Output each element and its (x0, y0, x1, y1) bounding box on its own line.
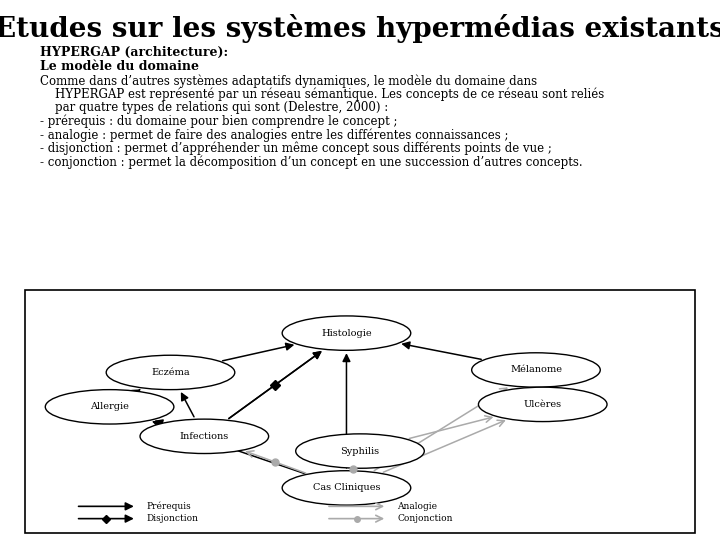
Text: Analogie: Analogie (397, 502, 437, 511)
Ellipse shape (107, 355, 235, 390)
Text: Prérequis: Prérequis (147, 502, 192, 511)
Ellipse shape (282, 316, 410, 350)
Text: Disjonction: Disjonction (147, 514, 199, 523)
Ellipse shape (472, 353, 600, 387)
Ellipse shape (296, 434, 424, 468)
Text: - analogie : permet de faire des analogies entre les différentes connaissances ;: - analogie : permet de faire des analogi… (40, 128, 508, 141)
Text: Etudes sur les systèmes hypermédias existants: Etudes sur les systèmes hypermédias exis… (0, 14, 720, 43)
Ellipse shape (282, 471, 410, 505)
Ellipse shape (478, 387, 607, 422)
Text: Mélanome: Mélanome (510, 366, 562, 374)
Text: Syphilis: Syphilis (341, 447, 379, 456)
Text: HYPERGAP est représenté par un réseau sémantique. Les concepts de ce réseau sont: HYPERGAP est représenté par un réseau sé… (40, 87, 604, 101)
Text: par quatre types de relations qui sont (Delestre, 2000) :: par quatre types de relations qui sont (… (40, 101, 388, 114)
Text: HYPERGAP (architecture):: HYPERGAP (architecture): (40, 46, 228, 59)
Text: Cas Cliniques: Cas Cliniques (312, 483, 380, 492)
Ellipse shape (45, 390, 174, 424)
Text: Allergie: Allergie (90, 402, 129, 411)
Text: Histologie: Histologie (321, 329, 372, 338)
Text: Comme dans d’autres systèmes adaptatifs dynamiques, le modèle du domaine dans: Comme dans d’autres systèmes adaptatifs … (40, 74, 537, 87)
Text: - disjonction : permet d’appréhender un même concept sous différents points de v: - disjonction : permet d’appréhender un … (40, 141, 552, 155)
Text: - conjonction : permet la décomposition d’un concept en une succession d’autres : - conjonction : permet la décomposition … (40, 155, 582, 168)
Text: - prérequis : du domaine pour bien comprendre le concept ;: - prérequis : du domaine pour bien compr… (40, 114, 397, 128)
Text: Eczéma: Eczéma (151, 368, 190, 377)
Text: Ulcères: Ulcères (523, 400, 562, 409)
Ellipse shape (140, 419, 269, 454)
Text: Conjonction: Conjonction (397, 514, 453, 523)
Text: Le modèle du domaine: Le modèle du domaine (40, 60, 199, 73)
Text: Infections: Infections (180, 432, 229, 441)
